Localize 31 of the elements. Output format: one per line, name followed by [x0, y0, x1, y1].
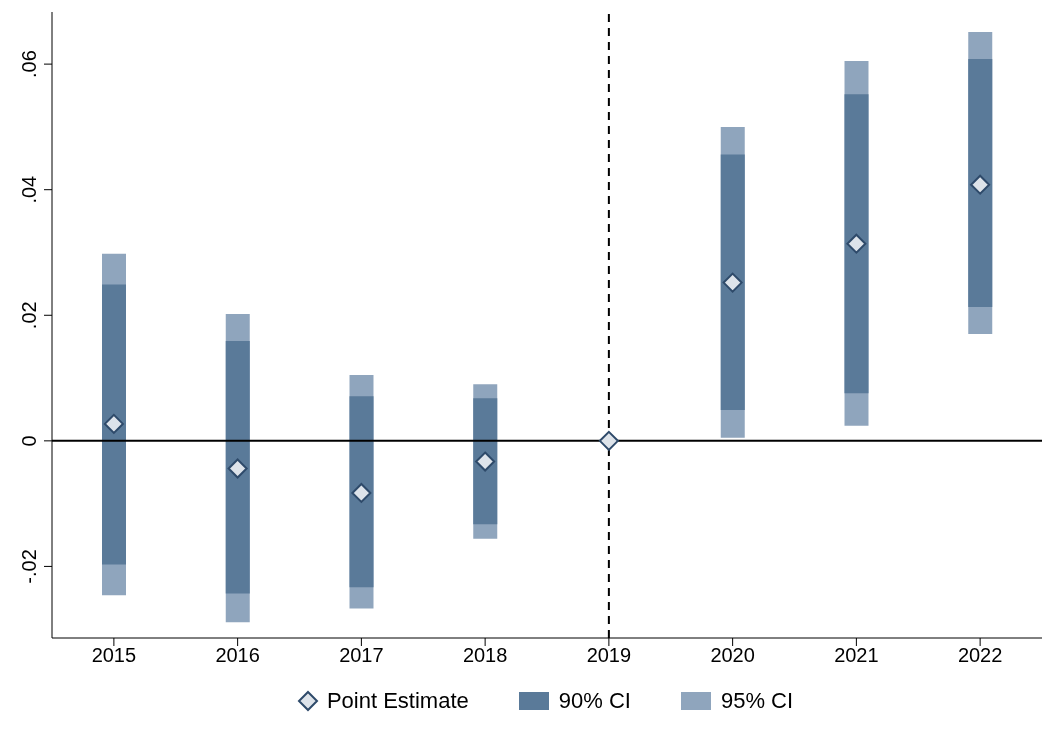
x-tick-label: 2016 — [215, 644, 260, 667]
y-tick-label: -.02 — [18, 549, 40, 584]
bar — [473, 398, 498, 525]
y-tick-label: .04 — [18, 175, 40, 204]
point — [846, 233, 867, 254]
bar — [844, 94, 869, 394]
x-tick-label: 2022 — [957, 644, 1003, 667]
legend-label: 95% CI — [720, 688, 794, 714]
point — [722, 272, 743, 293]
bar — [102, 284, 126, 565]
point — [351, 482, 372, 503]
point — [227, 458, 248, 479]
x-tick-label: 2020 — [710, 644, 755, 667]
point — [103, 413, 124, 434]
y-tick-label: .06 — [18, 50, 40, 79]
bar — [225, 341, 250, 594]
point — [598, 430, 619, 451]
bar — [968, 59, 993, 308]
x-tick-label: 2017 — [339, 644, 384, 667]
y-tick-label: 0 — [18, 435, 40, 447]
x-tick-label: 2015 — [91, 644, 137, 667]
bar — [720, 154, 745, 411]
x-tick-label: 2018 — [462, 644, 508, 667]
y-tick-label: .02 — [18, 301, 40, 330]
point — [970, 174, 991, 195]
bar — [349, 396, 374, 588]
x-tick-label: 2019 — [586, 644, 632, 667]
point — [475, 451, 496, 472]
legend-label: 90% CI — [558, 688, 631, 714]
legend-label: Point Estimate — [326, 688, 469, 714]
x-tick-label: 2021 — [834, 644, 879, 667]
